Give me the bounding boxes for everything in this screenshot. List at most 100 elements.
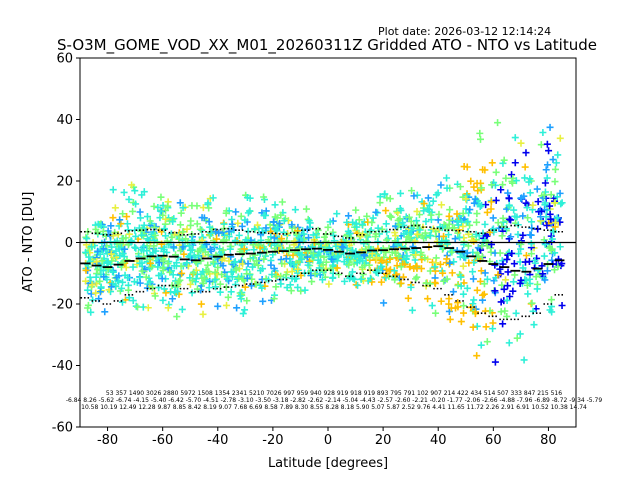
scatter-point [406,263,414,271]
scatter-point [527,240,535,248]
scatter-point [507,216,515,224]
scatter-point [96,288,104,296]
scatter-point [144,304,152,312]
scatter-point [118,284,126,292]
plot-date: Plot date: 2026-03-12 12:14:24 [378,25,551,38]
scatter-point [482,323,490,331]
x-tick-label: -20 [262,433,283,448]
scatter-point [558,260,566,268]
scatter-point [542,166,550,174]
scatter-point [372,254,380,262]
scatter-point [547,296,555,304]
scatter-point [144,235,152,243]
scatter-point [119,210,127,218]
scatter-point [160,285,168,293]
scatter-point [235,231,243,239]
scatter-point [262,224,270,232]
scatter-point [477,341,485,349]
scatter-point [473,322,481,330]
scatter-point [177,209,185,217]
scatter-point [129,297,137,305]
scatter-point [546,123,554,131]
scatter-point [244,260,252,268]
scatter-point [365,253,373,261]
scatter-point [548,235,556,243]
scatter-point [177,270,185,278]
scatter-point [394,216,402,224]
scatter-point [475,232,483,240]
scatter-point [247,282,255,290]
scatter-point [128,181,136,189]
scatter-point [487,244,495,252]
scatter-point [100,245,108,253]
scatter-point [119,235,127,243]
bin-statistics: 53 357 1490 3026 2880 5972 1508 1354 234… [66,390,602,411]
scatter-point [294,283,302,291]
scatter-point [446,259,454,267]
scatter-point [132,244,140,252]
scatter-point [99,227,107,235]
scatter-point [526,175,534,183]
scatter-point [508,249,516,257]
scatter-point [502,276,510,284]
scatter-point [363,212,371,220]
scatter-point [451,235,459,243]
scatter-point [173,313,181,321]
scatter-point [392,271,400,279]
scatter-point [283,237,291,245]
scatter-point [259,297,267,305]
scatter-point [481,269,489,277]
scatter-point [511,212,519,220]
scatter-point [159,211,167,219]
scatter-point [182,235,190,243]
scatter-point [557,200,565,208]
scatter-point [305,234,313,242]
scatter-point [332,242,340,250]
scatter-point [512,177,520,185]
scatter-point [333,210,341,218]
scatter-point [86,273,94,281]
scatter-point [470,296,478,304]
scatter-point [121,245,129,253]
scatter-point [87,308,95,316]
scatter-point [148,284,156,292]
scatter-point [381,191,389,199]
scatter-point [467,177,475,185]
y-tick-label: -40 [52,359,73,374]
scatter-point [519,264,527,272]
scatter-point [486,228,494,236]
scatter-point [499,214,507,222]
scatter-point [278,198,286,206]
scatter-point [476,129,484,137]
scatter-point [309,249,317,257]
scatter-point [494,119,502,127]
scatter-point [476,135,484,143]
scatter-point [123,220,131,228]
scatter-point [537,141,545,149]
scatter-point [516,330,524,338]
scatter-point [264,276,272,284]
scatter-point [158,240,166,248]
scatter-point [120,253,128,261]
scatter-point [526,275,534,283]
scatter-point [383,270,391,278]
scatter-point [131,243,139,251]
scatter-point [528,299,536,307]
stats-count-row: 53 357 1490 3026 2880 5972 1508 1354 234… [106,390,562,397]
scatter-point [540,252,548,260]
scatter-point [494,271,502,279]
scatter-point [276,219,284,227]
scatter-point [382,207,390,215]
scatter-point [402,238,410,246]
scatter-point [303,253,311,261]
scatter-point [209,258,217,266]
scatter-point [546,202,554,210]
stats-mean-row: -6.84 8.26 -5.62 -6.74 -4.15 -5.40 -6.42… [66,397,602,404]
scatter-point [164,304,172,312]
scatter-point [250,246,258,254]
scatter-point [239,275,247,283]
scatter-point [333,264,341,272]
scatter-point [509,287,517,295]
scatter-point [500,285,508,293]
scatter-point [164,202,172,210]
